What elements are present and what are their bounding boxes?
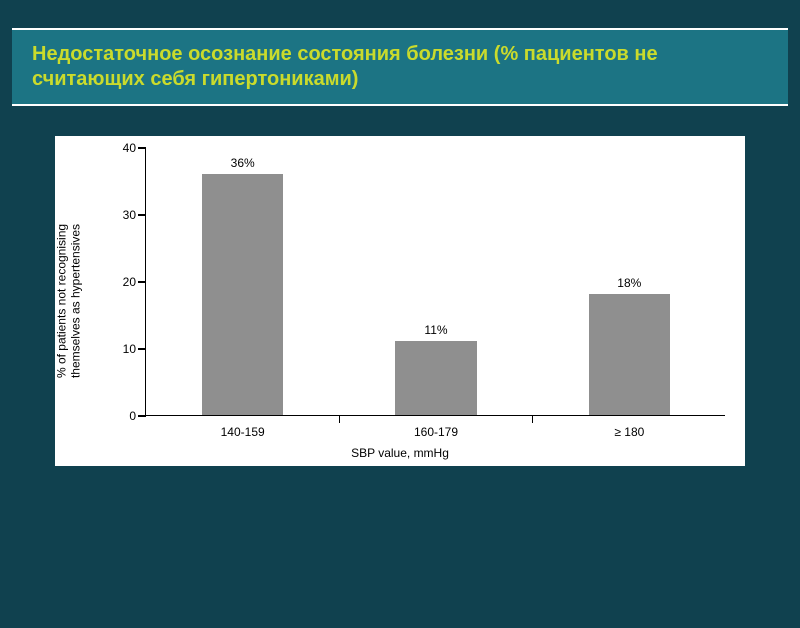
- category-label: ≥ 180: [614, 425, 644, 439]
- x-axis-label: SBP value, mmHg: [55, 446, 745, 460]
- y-tick-label: 0: [112, 409, 136, 423]
- page-title: Недостаточное осознание состояния болезн…: [32, 42, 768, 92]
- bar-value-label: 18%: [589, 276, 670, 290]
- bar: 36%: [202, 174, 283, 415]
- y-tick-label: 30: [112, 208, 136, 222]
- y-tick-label: 20: [112, 275, 136, 289]
- title-bar: Недостаточное осознание состояния болезн…: [12, 28, 788, 106]
- category-label: 160-179: [414, 425, 458, 439]
- y-tick: [138, 415, 146, 417]
- plot-area: 01020304036%140-15911%160-17918%≥ 180: [145, 148, 725, 416]
- y-axis-label-line2: themselves as hypertensives: [69, 224, 83, 378]
- category-label: 140-159: [221, 425, 265, 439]
- y-tick-label: 40: [112, 141, 136, 155]
- y-tick-label: 10: [112, 342, 136, 356]
- y-tick: [138, 147, 146, 149]
- chart-panel: % of patients not recognising themselves…: [55, 136, 745, 466]
- y-tick: [138, 281, 146, 283]
- bar-value-label: 11%: [395, 323, 476, 337]
- y-axis-label-line1: % of patients not recognising: [55, 224, 69, 378]
- bar: 11%: [395, 341, 476, 415]
- y-tick: [138, 214, 146, 216]
- y-axis-label: % of patients not recognising themselves…: [55, 224, 84, 378]
- bar-value-label: 36%: [202, 156, 283, 170]
- x-tick: [532, 415, 534, 423]
- bar: 18%: [589, 294, 670, 415]
- x-tick: [339, 415, 341, 423]
- y-tick: [138, 348, 146, 350]
